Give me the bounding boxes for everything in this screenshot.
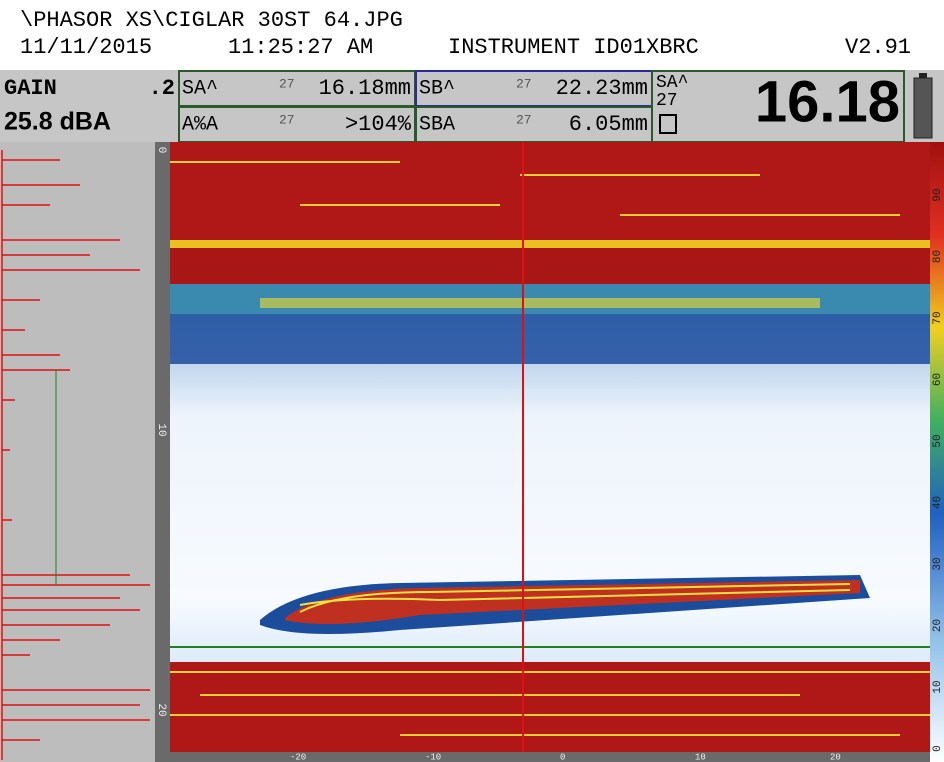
color-tick-label: 40: [932, 496, 944, 509]
color-tick-label: 20: [932, 619, 944, 632]
color-tick-label: 90: [932, 188, 944, 201]
cell-label: A%A: [182, 113, 218, 136]
b-scan-band: [170, 314, 930, 364]
b-scan-band: [260, 298, 820, 308]
cell-label: SB^: [419, 77, 455, 100]
cell-gate: 27: [516, 76, 532, 91]
cell-gate: 27: [279, 112, 295, 127]
depth-tick-label: 10: [155, 423, 167, 436]
instrument-id: INSTRUMENT ID01XBRC: [448, 35, 699, 60]
b-scan-band: [170, 248, 930, 284]
cell-value: >104%: [345, 112, 412, 137]
battery-icon: [914, 78, 932, 138]
gain-label: GAIN: [4, 76, 57, 101]
color-tick-label: 60: [932, 373, 944, 386]
file-path: \PHASOR XS\CIGLAR 30ST 64.JPG: [20, 8, 403, 33]
color-tick-label: 50: [932, 434, 944, 447]
cell-gate: 27: [516, 112, 532, 127]
b-scan-band: [170, 142, 930, 242]
battery-tip: [919, 73, 927, 78]
time: 11:25:27 AM: [228, 35, 373, 60]
gain-value: 25.8 dBA: [4, 108, 111, 136]
gain-step: .2: [149, 76, 175, 101]
color-tick-label: 70: [932, 311, 944, 324]
b-scan-band: [170, 240, 930, 248]
x-tick-label: -10: [425, 752, 441, 762]
cell-value: 6.05mm: [569, 112, 648, 137]
main-gate: 27: [656, 91, 678, 111]
color-tick-label: 10: [932, 680, 944, 693]
cell-label: SBA: [419, 113, 455, 136]
cell-value: 22.23mm: [556, 76, 648, 101]
x-ruler: [170, 752, 930, 762]
version: V2.91: [845, 35, 911, 60]
x-tick-label: -20: [290, 752, 306, 762]
x-tick-label: 0: [560, 752, 565, 762]
cell-value: 16.18mm: [319, 76, 411, 101]
cell-label: SA^: [182, 77, 218, 100]
main-label: SA^: [656, 73, 688, 93]
depth-ruler: [155, 142, 170, 762]
color-tick-label: 0: [932, 745, 944, 752]
depth-tick-label: 20: [155, 703, 167, 716]
cell-gate: 27: [279, 76, 295, 91]
x-tick-label: 20: [830, 752, 841, 762]
instrument-screen: \PHASOR XS\CIGLAR 30ST 64.JPG 11/11/2015…: [0, 0, 944, 762]
depth-tick-label: 0: [155, 147, 167, 154]
color-tick-label: 30: [932, 557, 944, 570]
date: 11/11/2015: [20, 35, 152, 60]
b-scan-band: [170, 662, 930, 752]
main-value: 16.18: [755, 69, 900, 134]
a-scan-panel: [0, 142, 155, 762]
color-bar: [930, 142, 944, 762]
x-tick-label: 10: [695, 752, 706, 762]
color-tick-label: 80: [932, 250, 944, 263]
